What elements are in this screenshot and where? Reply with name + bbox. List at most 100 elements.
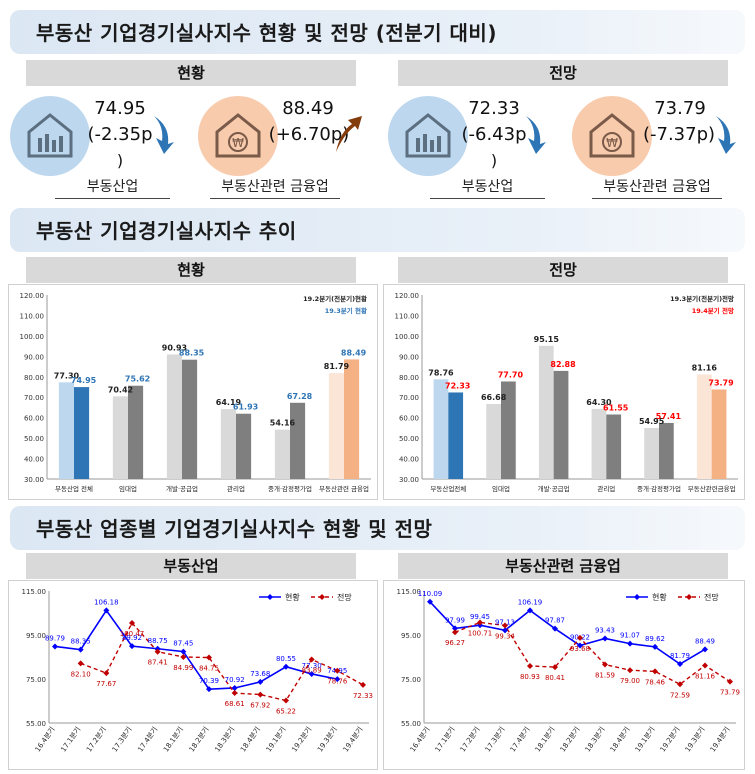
legend-marker-outlook xyxy=(686,594,692,600)
bar-current xyxy=(236,413,252,479)
marker-current xyxy=(677,661,683,668)
x-tick-label: 18.3분기 xyxy=(213,725,237,753)
bar-value-label: 57.41 xyxy=(656,412,682,421)
x-tick-label: 17.4분기 xyxy=(136,725,160,753)
bar-value-label: 72.33 xyxy=(445,381,470,390)
legend-current: 19.3분기 현황 xyxy=(325,306,367,315)
marker-current xyxy=(231,684,238,691)
x-tick-label: 19.2분기 xyxy=(290,725,314,753)
data-label-current: 87.45 xyxy=(173,640,193,648)
won-icon: ₩ xyxy=(198,96,278,176)
bar-current xyxy=(711,389,727,479)
x-category-label: 개발·공급업 xyxy=(166,484,198,493)
data-label-current: 70.92 xyxy=(225,676,245,684)
bar-current xyxy=(182,359,198,479)
line-right-header: 부동산관련 금융업 xyxy=(398,553,728,579)
bar-previous xyxy=(112,396,128,479)
marker-outlook xyxy=(627,667,633,674)
series-line-outlook xyxy=(80,621,364,702)
y-tick-label: 95.00 xyxy=(401,632,421,640)
data-label-outlook: 84.99 xyxy=(173,664,193,672)
y-tick-label: 40.00 xyxy=(399,456,419,464)
section-header-trend: 부동산 기업경기실사지수 추이 xyxy=(10,208,745,252)
marker-outlook xyxy=(360,681,366,688)
y-tick-label: 60.00 xyxy=(399,415,419,423)
data-label-outlook: 99.34 xyxy=(495,632,516,640)
x-category-label: 부동산관련금융업 xyxy=(688,484,736,493)
bar-previous xyxy=(696,374,712,479)
x-tick-label: 16.4분기 xyxy=(408,725,432,753)
legend-marker-current xyxy=(267,594,273,600)
data-label-outlook: 78.76 xyxy=(327,678,348,686)
bar-value-label: 81.16 xyxy=(692,363,718,372)
y-tick-label: 30.00 xyxy=(24,476,44,484)
marker-outlook xyxy=(154,648,161,655)
x-tick-label: 19.4분기 xyxy=(341,725,365,753)
card-change: (-6.43p xyxy=(461,124,527,145)
x-tick-label: 19.1분기 xyxy=(633,725,657,753)
marker-outlook xyxy=(527,662,533,669)
bar-value-label: 75.62 xyxy=(125,375,150,384)
data-label-outlook: 72.33 xyxy=(353,692,373,700)
bar-current xyxy=(128,385,144,479)
data-label-current: 99.45 xyxy=(470,613,490,621)
data-label-outlook: 81.16 xyxy=(695,672,716,680)
marker-current xyxy=(308,670,315,677)
bar-value-label: 61.93 xyxy=(233,403,258,412)
y-tick-label: 120.00 xyxy=(395,292,420,300)
marker-current xyxy=(577,642,583,649)
data-label-outlook: 77.67 xyxy=(96,680,116,688)
bar-previous xyxy=(166,354,182,479)
marker-current xyxy=(502,627,508,634)
data-label-outlook: 82.10 xyxy=(71,670,91,678)
marker-outlook xyxy=(77,660,84,667)
data-label-current: 70.39 xyxy=(199,677,219,685)
y-tick-label: 95.00 xyxy=(26,632,46,640)
marker-outlook xyxy=(308,656,315,663)
bar-previous xyxy=(220,409,236,479)
card-change: (-2.35p xyxy=(87,124,153,145)
y-tick-label: 80.00 xyxy=(399,374,419,382)
marker-current xyxy=(652,643,658,650)
bar-value-label: 64.30 xyxy=(586,398,612,407)
legend-marker-current xyxy=(634,594,640,600)
bar-value-label: 95.15 xyxy=(534,335,560,344)
data-label-current: 89.62 xyxy=(645,635,665,643)
y-tick-label: 110.00 xyxy=(395,312,420,320)
bar-value-label: 64.19 xyxy=(216,398,242,407)
marker-outlook xyxy=(257,691,264,698)
x-tick-label: 18.1분기 xyxy=(161,725,185,753)
data-label-outlook: 80.93 xyxy=(520,673,540,681)
bar-chart-current: 30.00 40.00 50.00 60.00 70.00 80.00 90.00 100.0… xyxy=(8,284,378,500)
series-line-outlook xyxy=(454,621,731,686)
y-tick-label: 75.00 xyxy=(401,676,421,684)
data-label-outlook: 80.41 xyxy=(545,674,565,682)
data-label-outlook: 79.00 xyxy=(620,677,640,685)
marker-current xyxy=(283,663,289,670)
x-tick-label: 19.2분기 xyxy=(658,725,682,753)
bar-previous xyxy=(274,429,290,479)
bar-current xyxy=(344,359,360,479)
marker-outlook xyxy=(727,678,733,685)
x-tick-label: 17.1분기 xyxy=(59,725,83,753)
y-tick-label: 100.00 xyxy=(20,333,45,341)
marker-outlook xyxy=(231,690,238,697)
marker-outlook xyxy=(334,667,341,674)
marker-outlook xyxy=(602,661,608,668)
marker-current xyxy=(103,607,110,614)
bar-value-label: 73.79 xyxy=(708,378,734,387)
marker-outlook xyxy=(180,654,187,661)
legend-marker-outlook xyxy=(319,594,325,600)
card-value: 73.79 xyxy=(654,98,706,119)
bar-value-label: 77.70 xyxy=(498,370,524,379)
bar-previous xyxy=(328,373,344,479)
data-label-current: 106.19 xyxy=(518,598,543,606)
y-tick-label: 50.00 xyxy=(399,435,419,443)
marker-current xyxy=(206,686,212,693)
section-title: 부동산 기업경기실사지수 현황 및 전망 (전분기 대비) xyxy=(36,21,497,45)
down-arrow-icon xyxy=(716,116,736,154)
y-tick-label: 100.00 xyxy=(395,333,420,341)
bar-current-header: 현황 xyxy=(26,257,356,283)
y-tick-label: 115.00 xyxy=(22,588,47,596)
